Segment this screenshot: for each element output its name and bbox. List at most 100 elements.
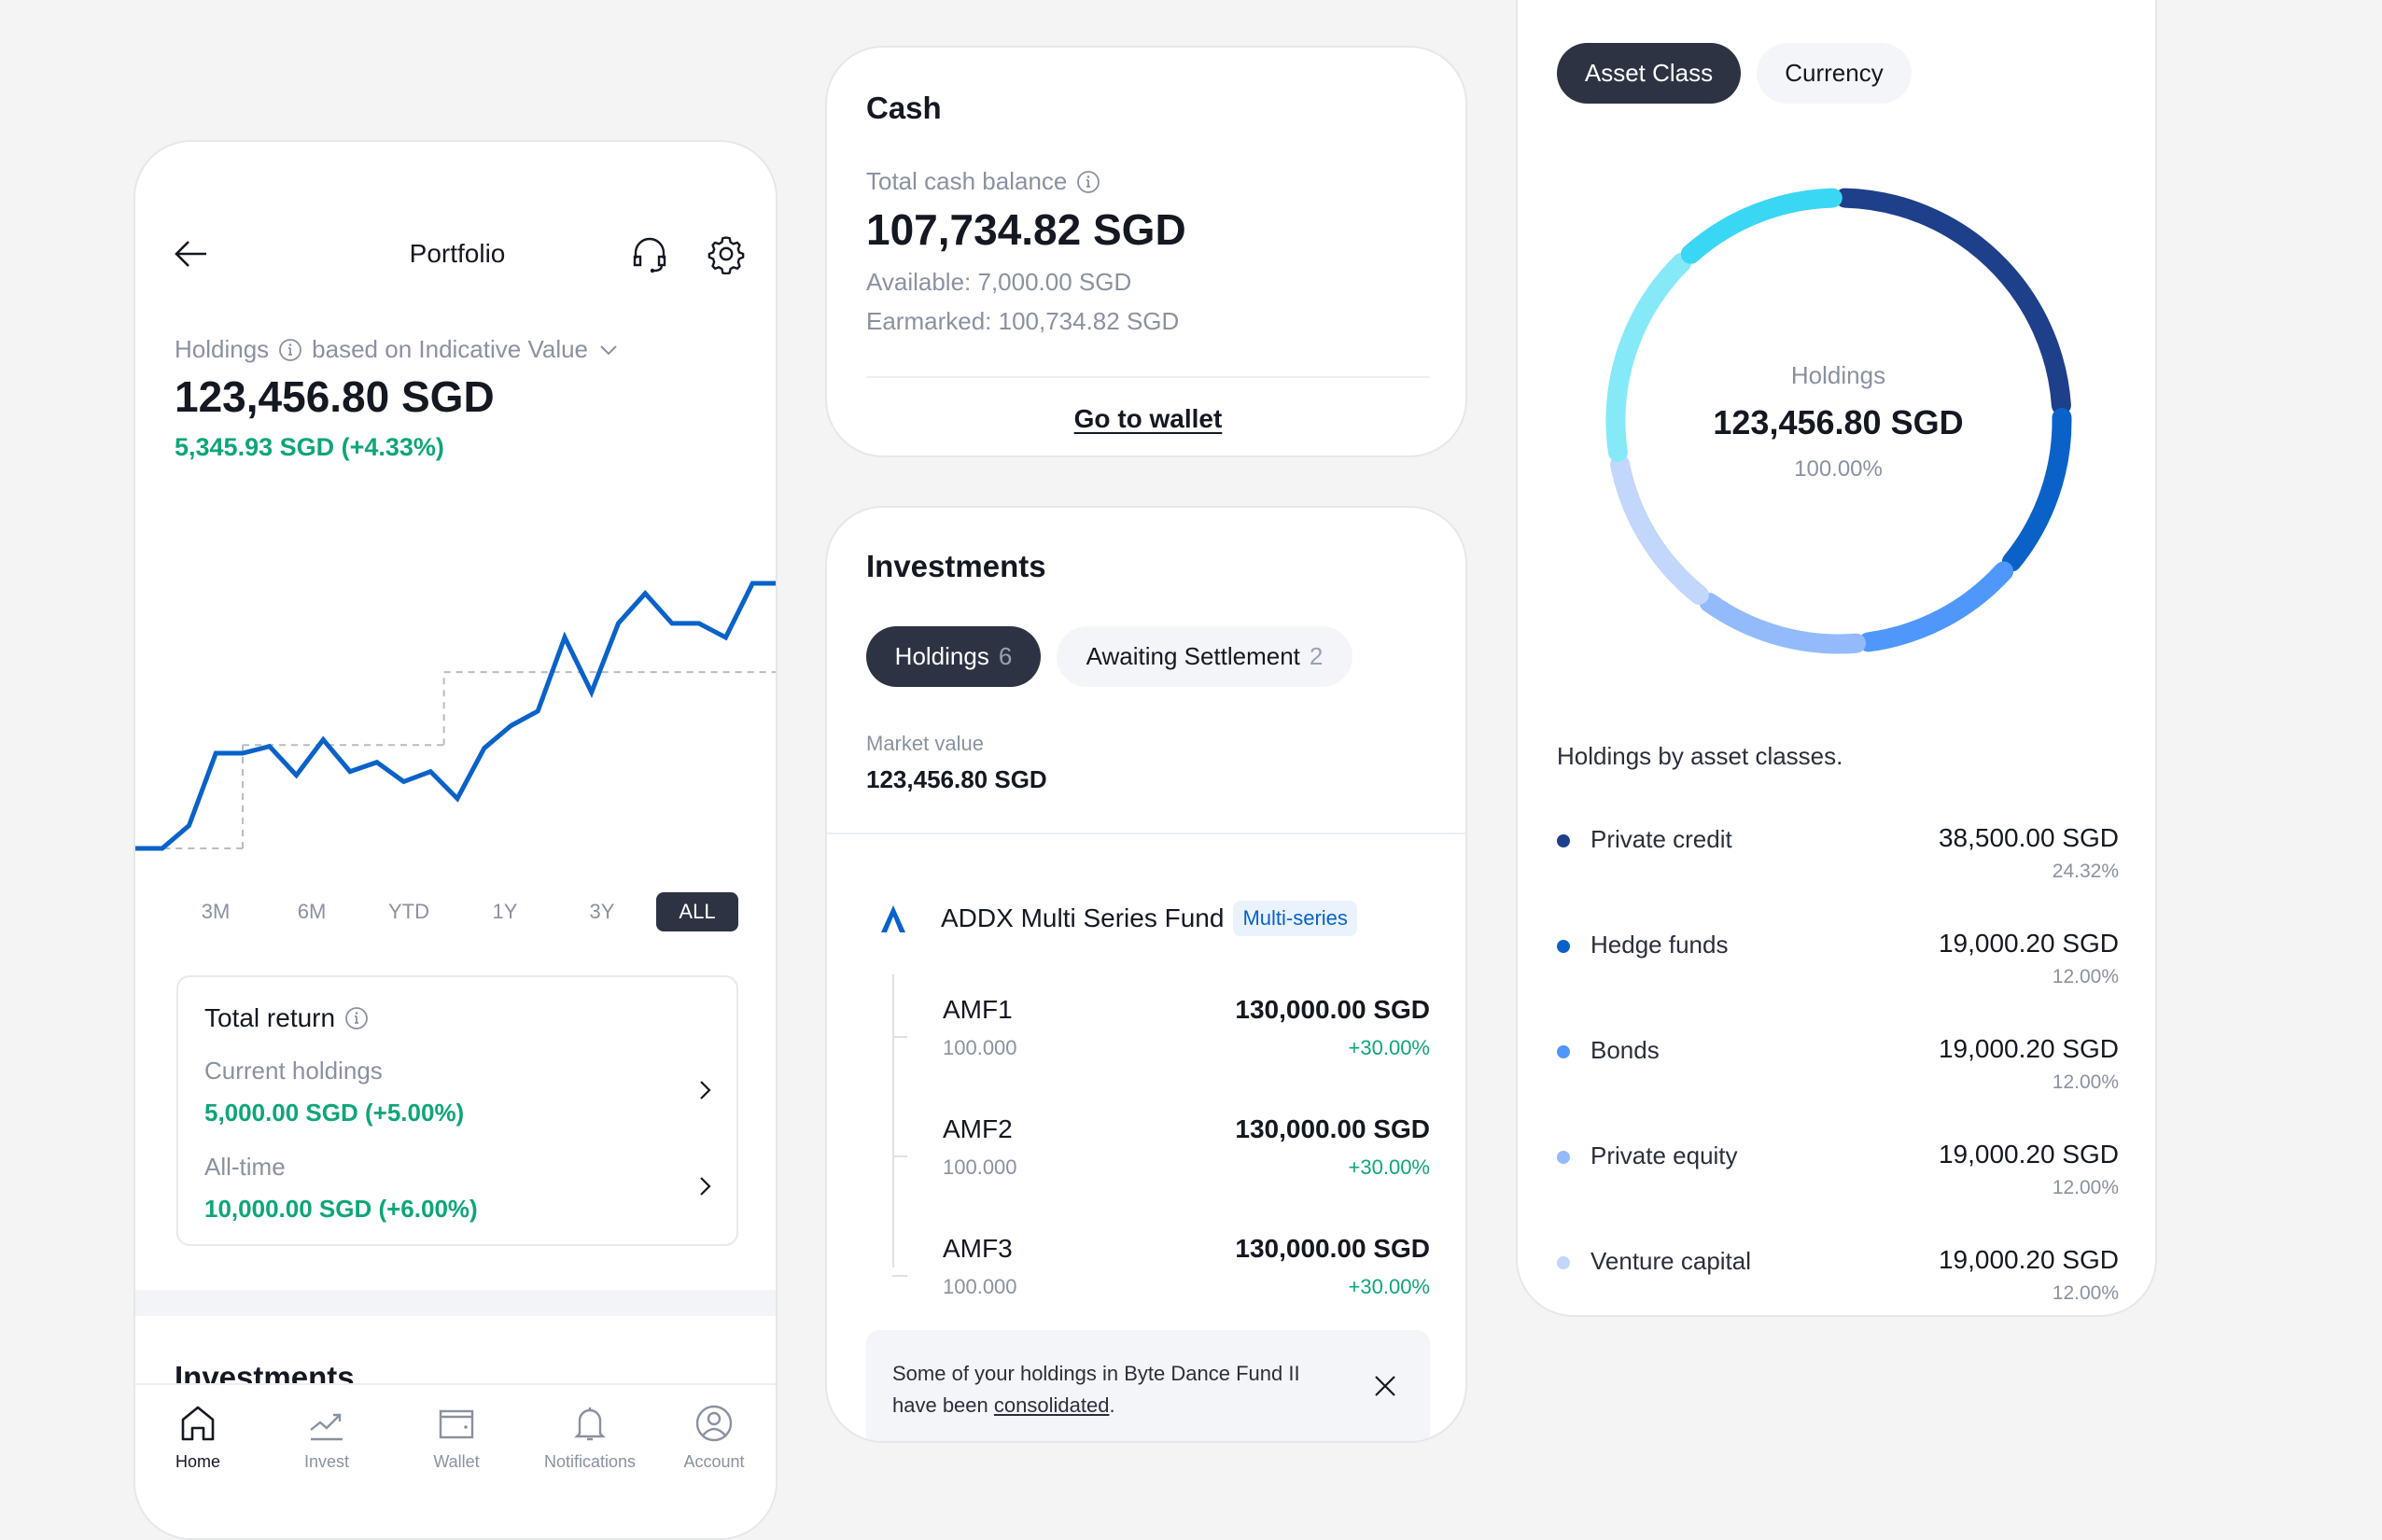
consolidation-notice: Some of your holdings in Byte Dance Fund… bbox=[866, 1330, 1430, 1441]
cash-available: Available: 7,000.00 SGD bbox=[866, 268, 1132, 296]
cash-balance-label: Total cash balance bbox=[866, 167, 1068, 195]
divider bbox=[866, 376, 1430, 378]
series-value: 130,000.00 SGD bbox=[1235, 995, 1430, 1024]
legend-label: Private equity bbox=[1590, 1141, 1738, 1169]
bottom-nav: Home Invest Wallet Notifications Account bbox=[135, 1383, 776, 1538]
allocation-donut-chart bbox=[1605, 188, 2072, 654]
legend-value: 19,000.20 SGD bbox=[1938, 929, 2119, 958]
trending-chart-icon bbox=[310, 1413, 343, 1441]
series-row[interactable]: AMF1 100.000 130,000.00 SGD +30.00% bbox=[866, 995, 1430, 1079]
tab-holdings[interactable]: Holdings 6 bbox=[866, 626, 1041, 687]
alltime-return-row[interactable]: All-time 10,000.00 SGD (+6.00%) bbox=[204, 1153, 718, 1237]
time-range-6m[interactable]: 6M bbox=[297, 900, 327, 923]
cash-title: Cash bbox=[866, 91, 942, 125]
legend-item[interactable]: Private credit 38,500.00 SGD 24.32% bbox=[1557, 823, 2119, 909]
total-return-title-row: Total return bbox=[204, 1003, 369, 1033]
chevron-down-icon bbox=[600, 344, 617, 355]
performance-line bbox=[135, 581, 776, 851]
nav-invest[interactable]: Invest bbox=[266, 1404, 387, 1472]
legend-dot bbox=[1557, 1256, 1570, 1269]
tab-asset-class[interactable]: Asset Class bbox=[1557, 43, 1741, 104]
series-value: 130,000.00 SGD bbox=[1235, 1234, 1430, 1263]
time-range-1y[interactable]: 1Y bbox=[492, 900, 518, 923]
performance-chart bbox=[135, 581, 776, 851]
total-return-box: Total return Current holdings 5,000.00 S… bbox=[176, 975, 738, 1246]
go-to-wallet-link[interactable]: Go to wallet bbox=[1073, 404, 1223, 433]
portfolio-change: 5,345.93 SGD (+4.33%) bbox=[175, 433, 444, 461]
tree-line bbox=[892, 974, 894, 1267]
tree-branch bbox=[892, 1275, 907, 1277]
tab-awaiting-settlement[interactable]: Awaiting Settlement 2 bbox=[1057, 626, 1352, 687]
fund-name: ADDX Multi Series Fund bbox=[941, 903, 1225, 932]
fund-row[interactable]: ADDX Multi Series Fund Multi-series bbox=[866, 896, 1430, 941]
series-units: 100.000 bbox=[943, 1155, 1017, 1179]
legend-value: 19,000.20 SGD bbox=[1938, 1034, 2119, 1063]
nav-label: Notifications bbox=[543, 1452, 637, 1471]
series-name: AMF1 bbox=[943, 995, 1013, 1024]
donut-segment[interactable] bbox=[1680, 188, 1843, 264]
tab-currency[interactable]: Currency bbox=[1757, 43, 1912, 104]
info-icon[interactable] bbox=[278, 338, 302, 362]
legend-label: Bonds bbox=[1590, 1036, 1660, 1064]
time-range-all[interactable]: ALL bbox=[656, 892, 738, 931]
consolidated-link[interactable]: consolidated bbox=[993, 1393, 1110, 1417]
current-holdings-return-row[interactable]: Current holdings 5,000.00 SGD (+5.00%) bbox=[204, 1057, 718, 1141]
donut-segment[interactable] bbox=[1610, 455, 1709, 605]
donut-segment[interactable] bbox=[1699, 592, 1867, 654]
series-name: AMF2 bbox=[943, 1114, 1013, 1143]
legend-dot bbox=[1557, 834, 1570, 847]
tab-label: Holdings bbox=[894, 642, 989, 670]
legend-item[interactable]: Bonds 19,000.20 SGD 12.00% bbox=[1557, 1034, 2119, 1120]
series-row[interactable]: AMF3 100.000 130,000.00 SGD +30.00% bbox=[866, 1234, 1430, 1318]
donut-segment[interactable] bbox=[1835, 188, 2071, 415]
legend-value: 19,000.20 SGD bbox=[1938, 1245, 2119, 1274]
legend-item[interactable]: Venture capital 19,000.20 SGD 12.00% bbox=[1557, 1245, 2119, 1315]
donut-segment[interactable] bbox=[1605, 252, 1692, 462]
legend-item[interactable]: Private equity 19,000.20 SGD 12.00% bbox=[1557, 1140, 2119, 1225]
nav-wallet[interactable]: Wallet bbox=[396, 1404, 517, 1472]
info-icon[interactable] bbox=[1076, 170, 1100, 194]
close-icon[interactable] bbox=[1372, 1373, 1398, 1399]
settings-gear-icon[interactable] bbox=[706, 233, 747, 274]
series-units: 100.000 bbox=[943, 1036, 1017, 1059]
time-range-3m[interactable]: 3M bbox=[201, 900, 231, 923]
total-return-title: Total return bbox=[204, 1003, 336, 1032]
legend-item[interactable]: Hedge funds 19,000.20 SGD 12.00% bbox=[1557, 929, 2119, 1015]
series-row[interactable]: AMF2 100.000 130,000.00 SGD +30.00% bbox=[866, 1114, 1430, 1198]
tree-branch bbox=[892, 1155, 907, 1157]
donut-center-label: Holdings bbox=[1790, 361, 1886, 389]
info-icon[interactable] bbox=[344, 1006, 369, 1030]
chevron-right-icon bbox=[700, 1081, 711, 1099]
nav-home[interactable]: Home bbox=[137, 1404, 259, 1472]
portfolio-total-value: 123,456.80 SGD bbox=[175, 372, 495, 421]
legend-pct: 24.32% bbox=[2052, 861, 2119, 882]
donut-center-pct: 100.00% bbox=[1794, 456, 1883, 482]
tab-count: 6 bbox=[998, 642, 1013, 670]
donut-segment[interactable] bbox=[2001, 407, 2072, 572]
series-units: 100.000 bbox=[943, 1275, 1017, 1298]
legend-pct: 12.00% bbox=[2052, 1071, 2119, 1093]
nav-notifications[interactable]: Notifications bbox=[525, 1404, 655, 1472]
home-icon bbox=[181, 1406, 215, 1441]
donut-center-value: 123,456.80 SGD bbox=[1713, 403, 1964, 441]
basis-label: based on Indicative Value bbox=[312, 335, 589, 363]
nav-account[interactable]: Account bbox=[653, 1404, 775, 1472]
holdings-basis-selector[interactable]: Holdings based on Indicative Value bbox=[175, 335, 620, 364]
cash-card: Cash Total cash balance 107,734.82 SGD A… bbox=[825, 46, 1467, 457]
legend-label: Hedge funds bbox=[1590, 931, 1729, 959]
legend-label: Private credit bbox=[1590, 825, 1732, 853]
series-name: AMF3 bbox=[943, 1234, 1013, 1263]
time-range-ytd[interactable]: YTD bbox=[388, 900, 429, 923]
nav-label: Invest bbox=[303, 1452, 350, 1471]
tab-count: 2 bbox=[1309, 642, 1324, 670]
support-headset-icon[interactable] bbox=[629, 233, 670, 274]
wallet-icon bbox=[439, 1409, 474, 1439]
current-holdings-value: 5,000.00 SGD (+5.00%) bbox=[204, 1099, 465, 1127]
market-value: 123,456.80 SGD bbox=[866, 765, 1047, 793]
back-arrow-icon[interactable] bbox=[173, 235, 210, 273]
notice-message: Some of your holdings in Byte Dance Fund… bbox=[892, 1362, 1300, 1417]
chevron-right-icon bbox=[700, 1177, 711, 1196]
donut-segment[interactable] bbox=[1858, 561, 2014, 652]
time-range-3y[interactable]: 3Y bbox=[589, 900, 615, 923]
current-holdings-label: Current holdings bbox=[204, 1057, 383, 1085]
